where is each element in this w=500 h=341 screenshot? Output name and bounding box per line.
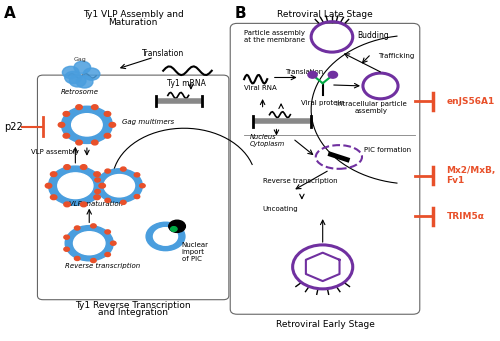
Circle shape (154, 228, 178, 245)
Circle shape (46, 183, 52, 188)
Text: Reverse transcription: Reverse transcription (66, 263, 140, 269)
Circle shape (50, 195, 57, 199)
Circle shape (80, 165, 87, 169)
Text: Ty1 VLP Assembly and: Ty1 VLP Assembly and (83, 10, 184, 19)
Circle shape (105, 230, 110, 234)
Circle shape (50, 172, 57, 177)
Circle shape (74, 256, 80, 261)
Text: Ty1 mRNA: Ty1 mRNA (167, 79, 206, 88)
Circle shape (58, 122, 64, 127)
Circle shape (134, 195, 140, 198)
Circle shape (109, 122, 116, 127)
Circle shape (74, 61, 90, 73)
Circle shape (83, 68, 100, 80)
Circle shape (76, 140, 82, 145)
Circle shape (63, 133, 70, 138)
Text: Intracellular particle
assembly: Intracellular particle assembly (336, 101, 406, 114)
Circle shape (76, 105, 82, 109)
Circle shape (72, 114, 102, 136)
FancyBboxPatch shape (230, 24, 420, 314)
Circle shape (58, 173, 93, 198)
Circle shape (168, 220, 186, 233)
Text: B: B (235, 6, 246, 21)
Circle shape (99, 183, 105, 188)
Circle shape (92, 140, 98, 145)
Text: TRIM5α: TRIM5α (446, 212, 484, 221)
Circle shape (62, 106, 112, 144)
Circle shape (64, 165, 70, 169)
Circle shape (120, 167, 126, 171)
Text: Nuclear
import
of PIC: Nuclear import of PIC (182, 242, 208, 262)
Circle shape (94, 195, 100, 199)
Circle shape (120, 201, 126, 204)
Text: Viral protein: Viral protein (302, 100, 344, 106)
Circle shape (170, 227, 177, 232)
Text: Retroviral Early Stage: Retroviral Early Stage (276, 320, 374, 329)
Text: Gag: Gag (74, 57, 86, 62)
Circle shape (74, 226, 80, 230)
Text: p22: p22 (4, 121, 22, 132)
Circle shape (96, 169, 142, 203)
Text: Budding: Budding (358, 31, 389, 40)
Text: Retrosome: Retrosome (61, 89, 99, 95)
Text: A: A (4, 6, 16, 21)
Circle shape (63, 112, 70, 116)
Circle shape (95, 178, 100, 182)
Circle shape (64, 71, 82, 84)
Circle shape (64, 202, 70, 207)
Text: enJS56A1: enJS56A1 (446, 97, 495, 106)
Circle shape (90, 224, 96, 228)
Text: Translation: Translation (142, 49, 184, 58)
Circle shape (64, 235, 70, 239)
Text: Particle assembly
at the membrane: Particle assembly at the membrane (244, 30, 305, 43)
Text: Viral RNA: Viral RNA (244, 85, 277, 91)
Circle shape (308, 71, 317, 78)
Circle shape (146, 222, 185, 251)
Circle shape (134, 173, 140, 177)
Circle shape (104, 175, 134, 197)
Circle shape (62, 66, 79, 78)
Text: Nucleus
Cytoplasm: Nucleus Cytoplasm (250, 134, 286, 147)
Text: Uncoating: Uncoating (262, 206, 298, 212)
Circle shape (104, 133, 110, 138)
Text: VLP assembly: VLP assembly (30, 149, 78, 155)
Circle shape (328, 71, 338, 78)
Circle shape (76, 76, 93, 88)
Circle shape (110, 241, 116, 245)
Circle shape (292, 245, 352, 289)
Circle shape (104, 112, 110, 116)
Text: Translation: Translation (285, 70, 324, 75)
FancyBboxPatch shape (38, 75, 229, 300)
Circle shape (48, 166, 102, 205)
Circle shape (140, 184, 145, 188)
Circle shape (74, 232, 105, 255)
Text: PIC formation: PIC formation (364, 147, 412, 153)
Circle shape (70, 75, 86, 87)
Circle shape (90, 258, 96, 263)
Circle shape (94, 172, 100, 177)
Text: and Integration: and Integration (98, 308, 168, 317)
Circle shape (92, 105, 98, 109)
Circle shape (80, 202, 87, 207)
Circle shape (64, 247, 70, 251)
Text: Gag multimers: Gag multimers (122, 118, 174, 124)
Text: Retroviral Late Stage: Retroviral Late Stage (277, 10, 373, 19)
Circle shape (65, 226, 114, 261)
Text: Trafficking: Trafficking (378, 53, 414, 59)
Text: VLP maturation: VLP maturation (69, 201, 123, 207)
Circle shape (105, 169, 110, 173)
Circle shape (95, 190, 100, 194)
Text: Reverse transcription: Reverse transcription (262, 178, 337, 184)
Circle shape (105, 198, 110, 203)
Text: Ty1 Reverse Transcription: Ty1 Reverse Transcription (76, 301, 191, 310)
Text: Maturation: Maturation (108, 18, 158, 27)
Circle shape (105, 252, 110, 256)
Text: Mx2/MxB,
Fv1: Mx2/MxB, Fv1 (446, 166, 496, 185)
